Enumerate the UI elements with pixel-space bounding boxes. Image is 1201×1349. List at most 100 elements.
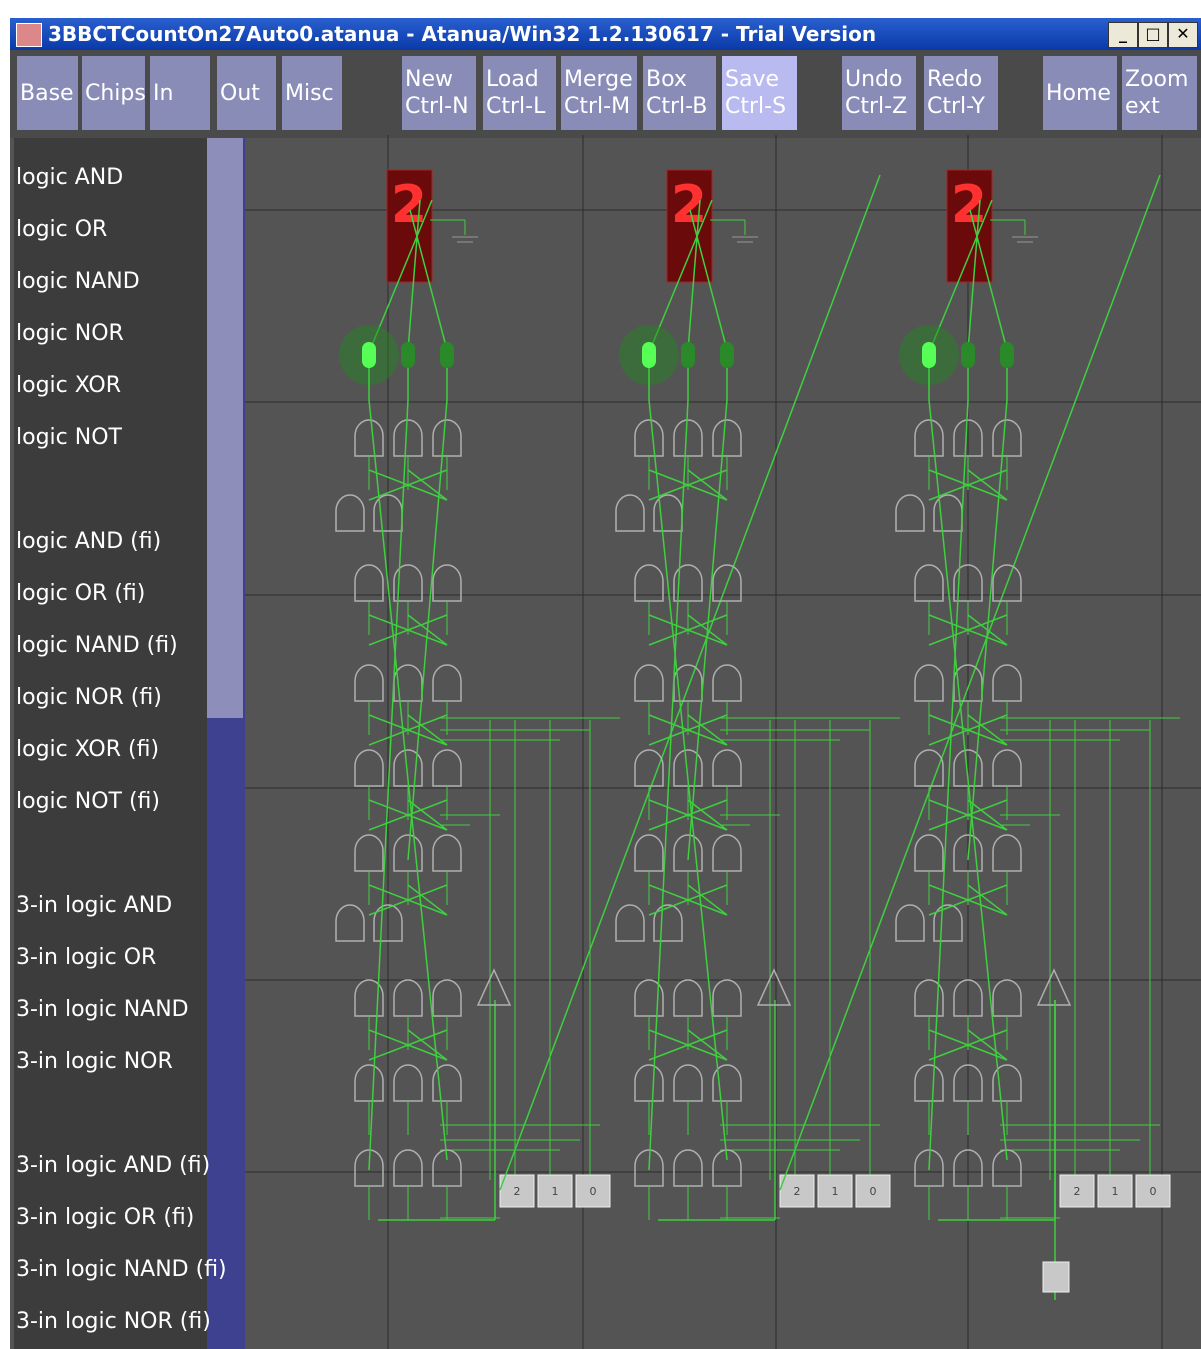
toolbar-button[interactable]: Misc bbox=[282, 56, 342, 130]
wire bbox=[499, 174, 881, 1191]
component-item[interactable]: logic XOR bbox=[16, 373, 122, 398]
toggle-switch bbox=[817, 1174, 853, 1208]
wire bbox=[967, 884, 1008, 916]
toolbar-button[interactable]: Box Ctrl-B bbox=[643, 56, 716, 130]
component-item[interactable]: logic NOT (fi) bbox=[16, 789, 160, 814]
led bbox=[681, 342, 695, 368]
component-item[interactable]: logic OR bbox=[16, 217, 108, 242]
inverter bbox=[476, 968, 512, 1006]
logic-gate bbox=[712, 834, 742, 872]
switch-label: 1 bbox=[1112, 1185, 1119, 1198]
app-icon bbox=[16, 23, 42, 47]
scrollbar-thumb[interactable] bbox=[207, 138, 243, 718]
component-item[interactable]: 3-in logic OR bbox=[16, 945, 157, 970]
component-item[interactable]: logic XOR (fi) bbox=[16, 737, 160, 762]
component-item[interactable]: logic NOT bbox=[16, 425, 122, 450]
toolbar-button[interactable]: Redo Ctrl-Y bbox=[924, 56, 998, 130]
toolbar-button[interactable]: New Ctrl-N bbox=[402, 56, 476, 130]
led bbox=[401, 342, 415, 368]
logic-gate bbox=[914, 749, 944, 787]
switch-label: 0 bbox=[870, 1185, 877, 1198]
button-label: Zoom bbox=[1125, 67, 1189, 92]
component-item[interactable]: logic AND (fi) bbox=[16, 529, 162, 554]
wire bbox=[928, 614, 1008, 646]
button-label: Ctrl-N bbox=[405, 94, 469, 119]
led bbox=[362, 342, 376, 368]
button-label: Chips bbox=[85, 80, 146, 106]
button-label: New bbox=[405, 67, 453, 92]
logic-gate bbox=[634, 749, 664, 787]
switch-label: 1 bbox=[552, 1185, 559, 1198]
logic-gate bbox=[895, 494, 925, 532]
wire bbox=[368, 399, 409, 1171]
toggle-switch bbox=[537, 1174, 573, 1208]
window: 3BBCTCountOn27Auto0.atanua - Atanua/Win3… bbox=[10, 18, 1201, 1349]
wire bbox=[779, 174, 1161, 1191]
wire bbox=[929, 199, 993, 351]
component-item[interactable]: 3-in logic AND bbox=[16, 893, 173, 918]
component-item[interactable]: logic NOR bbox=[16, 321, 124, 346]
wire bbox=[967, 199, 981, 351]
wire bbox=[967, 714, 1008, 746]
logic-gate bbox=[953, 1149, 983, 1187]
button-label: Box bbox=[646, 67, 687, 92]
wire bbox=[648, 399, 728, 1161]
wire bbox=[967, 1029, 1008, 1061]
wire bbox=[928, 469, 1008, 501]
component-item[interactable]: logic AND bbox=[16, 165, 124, 190]
component-item[interactable]: logic NOR (fi) bbox=[16, 685, 162, 710]
logic-gate bbox=[914, 564, 944, 602]
window-title: 3BBCTCountOn27Auto0.atanua - Atanua/Win3… bbox=[48, 22, 877, 46]
button-label: Merge bbox=[564, 67, 633, 92]
toolbar-button[interactable]: Base bbox=[17, 56, 78, 130]
close-button[interactable]: ✕ bbox=[1168, 22, 1198, 48]
wire bbox=[407, 469, 448, 501]
button-label: Ctrl-B bbox=[646, 94, 708, 119]
circuit-canvas[interactable]: 22 1 022 1 022 1 0 bbox=[245, 135, 1201, 1349]
button-label: Ctrl-Z bbox=[845, 94, 908, 119]
toolbar-button[interactable]: Out bbox=[217, 56, 276, 130]
component-item[interactable]: 3-in logic NAND (fi) bbox=[16, 1257, 227, 1282]
logic-gate bbox=[615, 904, 645, 942]
wire bbox=[687, 714, 728, 746]
button-label: Load bbox=[486, 67, 539, 92]
toggle-switch bbox=[1042, 1261, 1070, 1293]
component-item[interactable]: 3-in logic OR (fi) bbox=[16, 1205, 195, 1230]
toolbar-button[interactable]: Merge Ctrl-M bbox=[561, 56, 637, 130]
logic-gate bbox=[673, 749, 703, 787]
toolbar-button[interactable]: Save Ctrl-S bbox=[722, 56, 797, 130]
component-item[interactable]: 3-in logic AND (fi) bbox=[16, 1153, 211, 1178]
logic-gate bbox=[953, 1064, 983, 1102]
logic-gate bbox=[673, 979, 703, 1017]
toolbar: Base Chips In Out Misc New Ctrl-N Load Ctrl-L Mer… bbox=[10, 50, 1201, 138]
toggle-switch bbox=[1059, 1174, 1095, 1208]
logic-gate bbox=[432, 564, 462, 602]
toggle-switch bbox=[499, 1174, 535, 1208]
toolbar-button[interactable]: Chips bbox=[82, 56, 146, 130]
logic-gate bbox=[615, 494, 645, 532]
logic-gate bbox=[354, 749, 384, 787]
logic-gate bbox=[354, 664, 384, 702]
minimize-button[interactable]: _ bbox=[1108, 22, 1138, 48]
switch-label: 0 bbox=[590, 1185, 597, 1198]
component-item[interactable]: logic NAND bbox=[16, 269, 140, 294]
toolbar-button[interactable]: In bbox=[150, 56, 210, 130]
component-item[interactable]: 3-in logic NAND bbox=[16, 997, 189, 1022]
component-item[interactable]: 3-in logic NOR bbox=[16, 1049, 173, 1074]
logic-gate bbox=[673, 564, 703, 602]
title-bar: 3BBCTCountOn27Auto0.atanua - Atanua/Win3… bbox=[10, 18, 1201, 50]
toolbar-button[interactable]: Load Ctrl-L bbox=[483, 56, 556, 130]
button-label: Misc bbox=[285, 80, 334, 106]
component-item[interactable]: logic NAND (fi) bbox=[16, 633, 178, 658]
component-item[interactable]: logic OR (fi) bbox=[16, 581, 146, 606]
logic-gate bbox=[673, 1064, 703, 1102]
toolbar-button[interactable]: Undo Ctrl-Z bbox=[842, 56, 916, 130]
wire bbox=[928, 399, 1008, 1161]
toolbar-button[interactable]: Home bbox=[1043, 56, 1117, 130]
maximize-button[interactable]: □ bbox=[1138, 22, 1168, 48]
toolbar-button[interactable]: Zoom ext bbox=[1122, 56, 1197, 130]
component-item[interactable]: 3-in logic NOR (fi) bbox=[16, 1309, 211, 1334]
wire bbox=[648, 714, 728, 746]
wire bbox=[967, 399, 1008, 861]
logic-gate bbox=[992, 564, 1022, 602]
